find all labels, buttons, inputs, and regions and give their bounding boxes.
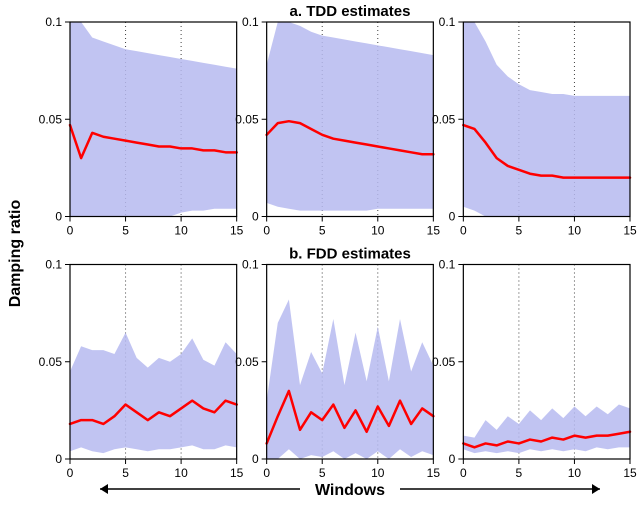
chart-grid: a. TDD estimates 0 5 10 15 0 0.05 0.1 0 5 10 15 0 0.0…: [0, 0, 642, 507]
ytick-label: 0.1: [45, 15, 62, 29]
xlabel: Windows: [315, 482, 385, 499]
ytick-label: 0: [449, 210, 456, 224]
ytick-label: 0.05: [235, 355, 259, 369]
ytick-label: 0: [252, 452, 259, 466]
row-title: b. FDD estimates: [289, 246, 411, 263]
ylabel: Damping ratio: [7, 199, 24, 307]
xtick-label: 10: [174, 466, 188, 480]
xtick-label: 15: [427, 466, 441, 480]
confidence-band: [463, 405, 630, 454]
xtick-label: 15: [623, 224, 637, 238]
xtick-label: 5: [516, 466, 523, 480]
xtick-label: 5: [122, 224, 129, 238]
xtick-label: 0: [263, 466, 270, 480]
xtick-label: 10: [371, 466, 385, 480]
xtick-label: 15: [623, 466, 637, 480]
xtick-label: 5: [122, 466, 129, 480]
xtick-label: 10: [174, 224, 188, 238]
figure: a. TDD estimates 0 5 10 15 0 0.05 0.1 0 5 10 15 0 0.0…: [0, 0, 642, 507]
xtick-label: 0: [460, 224, 467, 238]
confidence-band: [267, 300, 434, 459]
xtick-label: 5: [319, 466, 326, 480]
xtick-label: 15: [427, 224, 441, 238]
confidence-band: [70, 22, 237, 217]
ytick-label: 0: [55, 210, 62, 224]
ytick-label: 0.05: [39, 355, 63, 369]
confidence-band: [463, 22, 630, 217]
xtick-label: 0: [460, 466, 467, 480]
ytick-label: 0.1: [439, 15, 456, 29]
xtick-label: 5: [516, 224, 523, 238]
xtick-label: 0: [263, 224, 270, 238]
confidence-band: [267, 22, 434, 211]
ytick-label: 0.1: [439, 258, 456, 272]
ytick-label: 0: [252, 210, 259, 224]
row-title: a. TDD estimates: [290, 3, 411, 20]
xtick-label: 15: [230, 224, 244, 238]
xtick-label: 0: [67, 224, 74, 238]
ytick-label: 0.05: [39, 112, 63, 126]
ytick-label: 0: [449, 452, 456, 466]
ytick-label: 0.1: [242, 258, 259, 272]
xtick-label: 5: [319, 224, 326, 238]
xtick-label: 0: [67, 466, 74, 480]
ytick-label: 0.1: [242, 15, 259, 29]
ytick-label: 0.1: [45, 258, 62, 272]
xtick-label: 10: [568, 466, 582, 480]
ytick-label: 0: [55, 452, 62, 466]
ytick-label: 0.05: [235, 112, 259, 126]
xtick-label: 15: [230, 466, 244, 480]
xtick-label: 10: [568, 224, 582, 238]
xtick-label: 10: [371, 224, 385, 238]
confidence-band: [70, 333, 237, 454]
ytick-label: 0.05: [432, 355, 456, 369]
ytick-label: 0.05: [432, 112, 456, 126]
